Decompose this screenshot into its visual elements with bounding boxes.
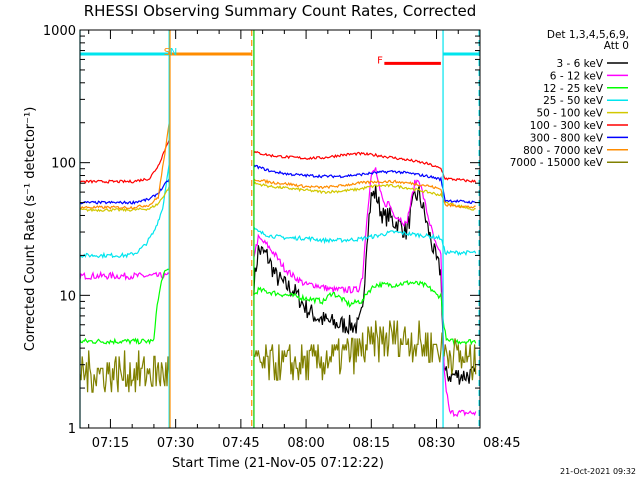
mode-label-F-2: F	[377, 55, 383, 66]
series-line-1	[79, 167, 477, 418]
legend-entry-label-1: 6 - 12 keV	[550, 70, 604, 82]
y-axis-label: Corrected Count Rate (s⁻¹ detector⁻¹)	[23, 107, 38, 352]
legend-entry-label-2: 12 - 25 keV	[543, 83, 604, 95]
plot-frame	[79, 29, 481, 429]
overlay-layer: S N F	[79, 30, 480, 428]
x-tick-label-5: 08:30	[418, 436, 455, 451]
legend-entry-label-8: 7000 - 15000 keV	[510, 157, 604, 169]
series-line-8	[79, 320, 477, 393]
chart-title: RHESSI Observing Summary Count Rates, Co…	[84, 2, 477, 20]
x-tick-label-2: 07:45	[222, 436, 259, 451]
x-tick-label-4: 08:15	[353, 436, 390, 451]
legend-header-0: Det 1,3,4,5,6,9,	[547, 29, 629, 41]
legend-entry-label-4: 50 - 100 keV	[536, 108, 603, 120]
series-line-7	[79, 123, 476, 210]
mode-label-S-0: S	[164, 47, 170, 58]
series-line-4	[79, 181, 476, 213]
x-tick-label-3: 08:00	[287, 436, 324, 451]
axis-layer: 07:15 07:30 07:45 08:00 08:15 08:30 08:45 1 10 10…	[43, 24, 521, 451]
x-axis-label: Start Time (21-Nov-05 07:12:22)	[172, 456, 384, 471]
series-line-0	[253, 184, 477, 385]
x-tick-label-0: 07:15	[92, 436, 129, 451]
legend-entry-label-6: 300 - 800 keV	[530, 132, 604, 144]
x-tick-label-1: 07:30	[157, 436, 194, 451]
series-line-5	[79, 140, 477, 184]
y-tick-label-3: 1000	[43, 24, 76, 39]
series-line-3	[79, 164, 477, 260]
footer-timestamp: 21-Oct-2021 09:32	[560, 467, 636, 476]
series-layer	[79, 123, 477, 418]
y-tick-label-2: 100	[51, 157, 76, 172]
mode-label-N-1: N	[170, 47, 177, 58]
series-line-2	[79, 268, 477, 347]
x-tick-label-6: 08:45	[483, 436, 520, 451]
legend-entry-label-0: 3 - 6 keV	[556, 58, 603, 70]
legend-entry-label-3: 25 - 50 keV	[543, 95, 604, 107]
y-tick-label-1: 10	[59, 289, 76, 304]
series-line-6	[79, 164, 476, 205]
y-tick-label-0: 1	[68, 422, 76, 437]
legend-entry-label-7: 800 - 7000 keV	[523, 145, 604, 157]
legend-header-1: Att 0	[604, 40, 629, 52]
legend-entry-label-5: 100 - 300 keV	[530, 120, 604, 132]
